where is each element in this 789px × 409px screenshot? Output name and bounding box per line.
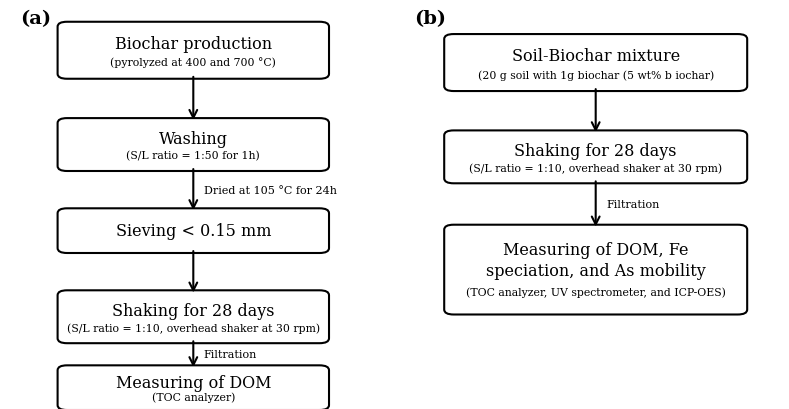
Text: (S/L ratio = 1:50 for 1h): (S/L ratio = 1:50 for 1h) bbox=[126, 151, 260, 161]
Text: (TOC analyzer, UV spectrometer, and ICP-OES): (TOC analyzer, UV spectrometer, and ICP-… bbox=[466, 287, 726, 297]
FancyBboxPatch shape bbox=[444, 225, 747, 315]
Text: Biochar production: Biochar production bbox=[114, 36, 272, 52]
Text: Soil-Biochar mixture: Soil-Biochar mixture bbox=[511, 48, 680, 65]
FancyBboxPatch shape bbox=[444, 131, 747, 184]
FancyBboxPatch shape bbox=[58, 209, 329, 253]
Text: (S/L ratio = 1:10, overhead shaker at 30 rpm): (S/L ratio = 1:10, overhead shaker at 30… bbox=[469, 163, 722, 173]
FancyBboxPatch shape bbox=[444, 35, 747, 92]
Text: Shaking for 28 days: Shaking for 28 days bbox=[514, 143, 677, 160]
Text: Measuring of DOM, Fe
speciation, and As mobility: Measuring of DOM, Fe speciation, and As … bbox=[486, 241, 705, 279]
Text: Filtration: Filtration bbox=[204, 349, 257, 360]
FancyBboxPatch shape bbox=[58, 22, 329, 79]
Text: (20 g soil with 1g biochar (5 wt% b iochar): (20 g soil with 1g biochar (5 wt% b ioch… bbox=[477, 70, 714, 81]
Text: (b): (b) bbox=[414, 10, 447, 28]
Text: Filtration: Filtration bbox=[606, 200, 660, 209]
FancyBboxPatch shape bbox=[58, 290, 329, 344]
Text: (a): (a) bbox=[20, 10, 50, 28]
Text: Sieving < 0.15 mm: Sieving < 0.15 mm bbox=[115, 222, 271, 240]
Text: Shaking for 28 days: Shaking for 28 days bbox=[112, 302, 275, 319]
Text: Measuring of DOM: Measuring of DOM bbox=[115, 374, 271, 391]
FancyBboxPatch shape bbox=[58, 366, 329, 409]
Text: (pyrolyzed at 400 and 700 °C): (pyrolyzed at 400 and 700 °C) bbox=[110, 57, 276, 68]
Text: Washing: Washing bbox=[159, 130, 228, 147]
Text: (S/L ratio = 1:10, overhead shaker at 30 rpm): (S/L ratio = 1:10, overhead shaker at 30… bbox=[67, 322, 320, 333]
Text: Dried at 105 °C for 24h: Dried at 105 °C for 24h bbox=[204, 185, 337, 195]
Text: (TOC analyzer): (TOC analyzer) bbox=[151, 391, 235, 402]
FancyBboxPatch shape bbox=[58, 119, 329, 172]
